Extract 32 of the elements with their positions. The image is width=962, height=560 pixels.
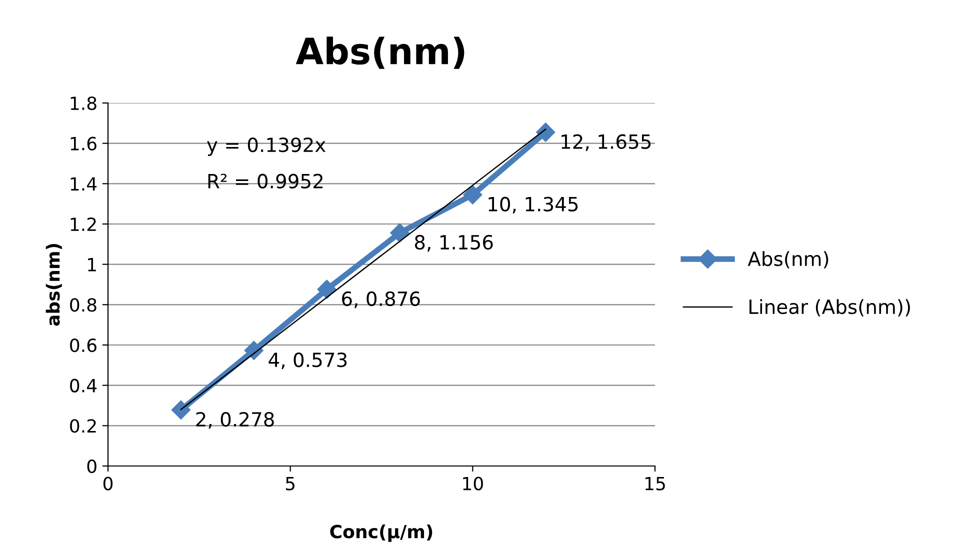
annotation: y = 0.1392x <box>207 137 326 156</box>
data-label: 12, 1.655 <box>562 134 651 151</box>
y-tick-label: 1.4 <box>70 177 97 191</box>
point <box>171 400 190 420</box>
y-tick-label: 1.6 <box>70 136 96 150</box>
point <box>536 122 556 142</box>
y-tick-label: 0 <box>87 459 96 474</box>
data-label: 6, 0.876 <box>342 291 420 308</box>
data-label: 8, 1.156 <box>414 234 493 252</box>
point <box>390 223 410 242</box>
y-tick-label: 1.2 <box>70 217 96 231</box>
x-tick-label: 5 <box>286 476 294 490</box>
y-tick-label: 0.6 <box>70 338 96 352</box>
data-label: 4, 0.573 <box>268 352 347 370</box>
y-axis-title: abs(nm) <box>46 244 62 326</box>
y-tick-label: 1.8 <box>70 96 96 110</box>
y-tick-label: 0.8 <box>70 298 96 312</box>
point <box>317 280 336 299</box>
x-axis-title: Conc(μ/m) <box>330 524 432 542</box>
chart-title: Abs(nm) <box>296 36 464 69</box>
annotation: R² = 0.9952 <box>208 174 323 188</box>
data-label: 2, 0.278 <box>196 412 274 429</box>
y-tick-label: 0.4 <box>70 378 97 392</box>
y-tick-label: 1 <box>88 258 96 272</box>
legend-label: Linear (Abs(nm)) <box>750 299 910 316</box>
legend-label: Abs(nm) <box>748 251 828 268</box>
x-tick-label: 10 <box>463 476 483 490</box>
point <box>463 185 482 204</box>
x-tick-label: 0 <box>103 476 113 490</box>
data-label: 10, 1.345 <box>488 196 578 214</box>
x-tick-label: 15 <box>645 476 665 490</box>
y-tick-label: 0.2 <box>70 419 96 433</box>
